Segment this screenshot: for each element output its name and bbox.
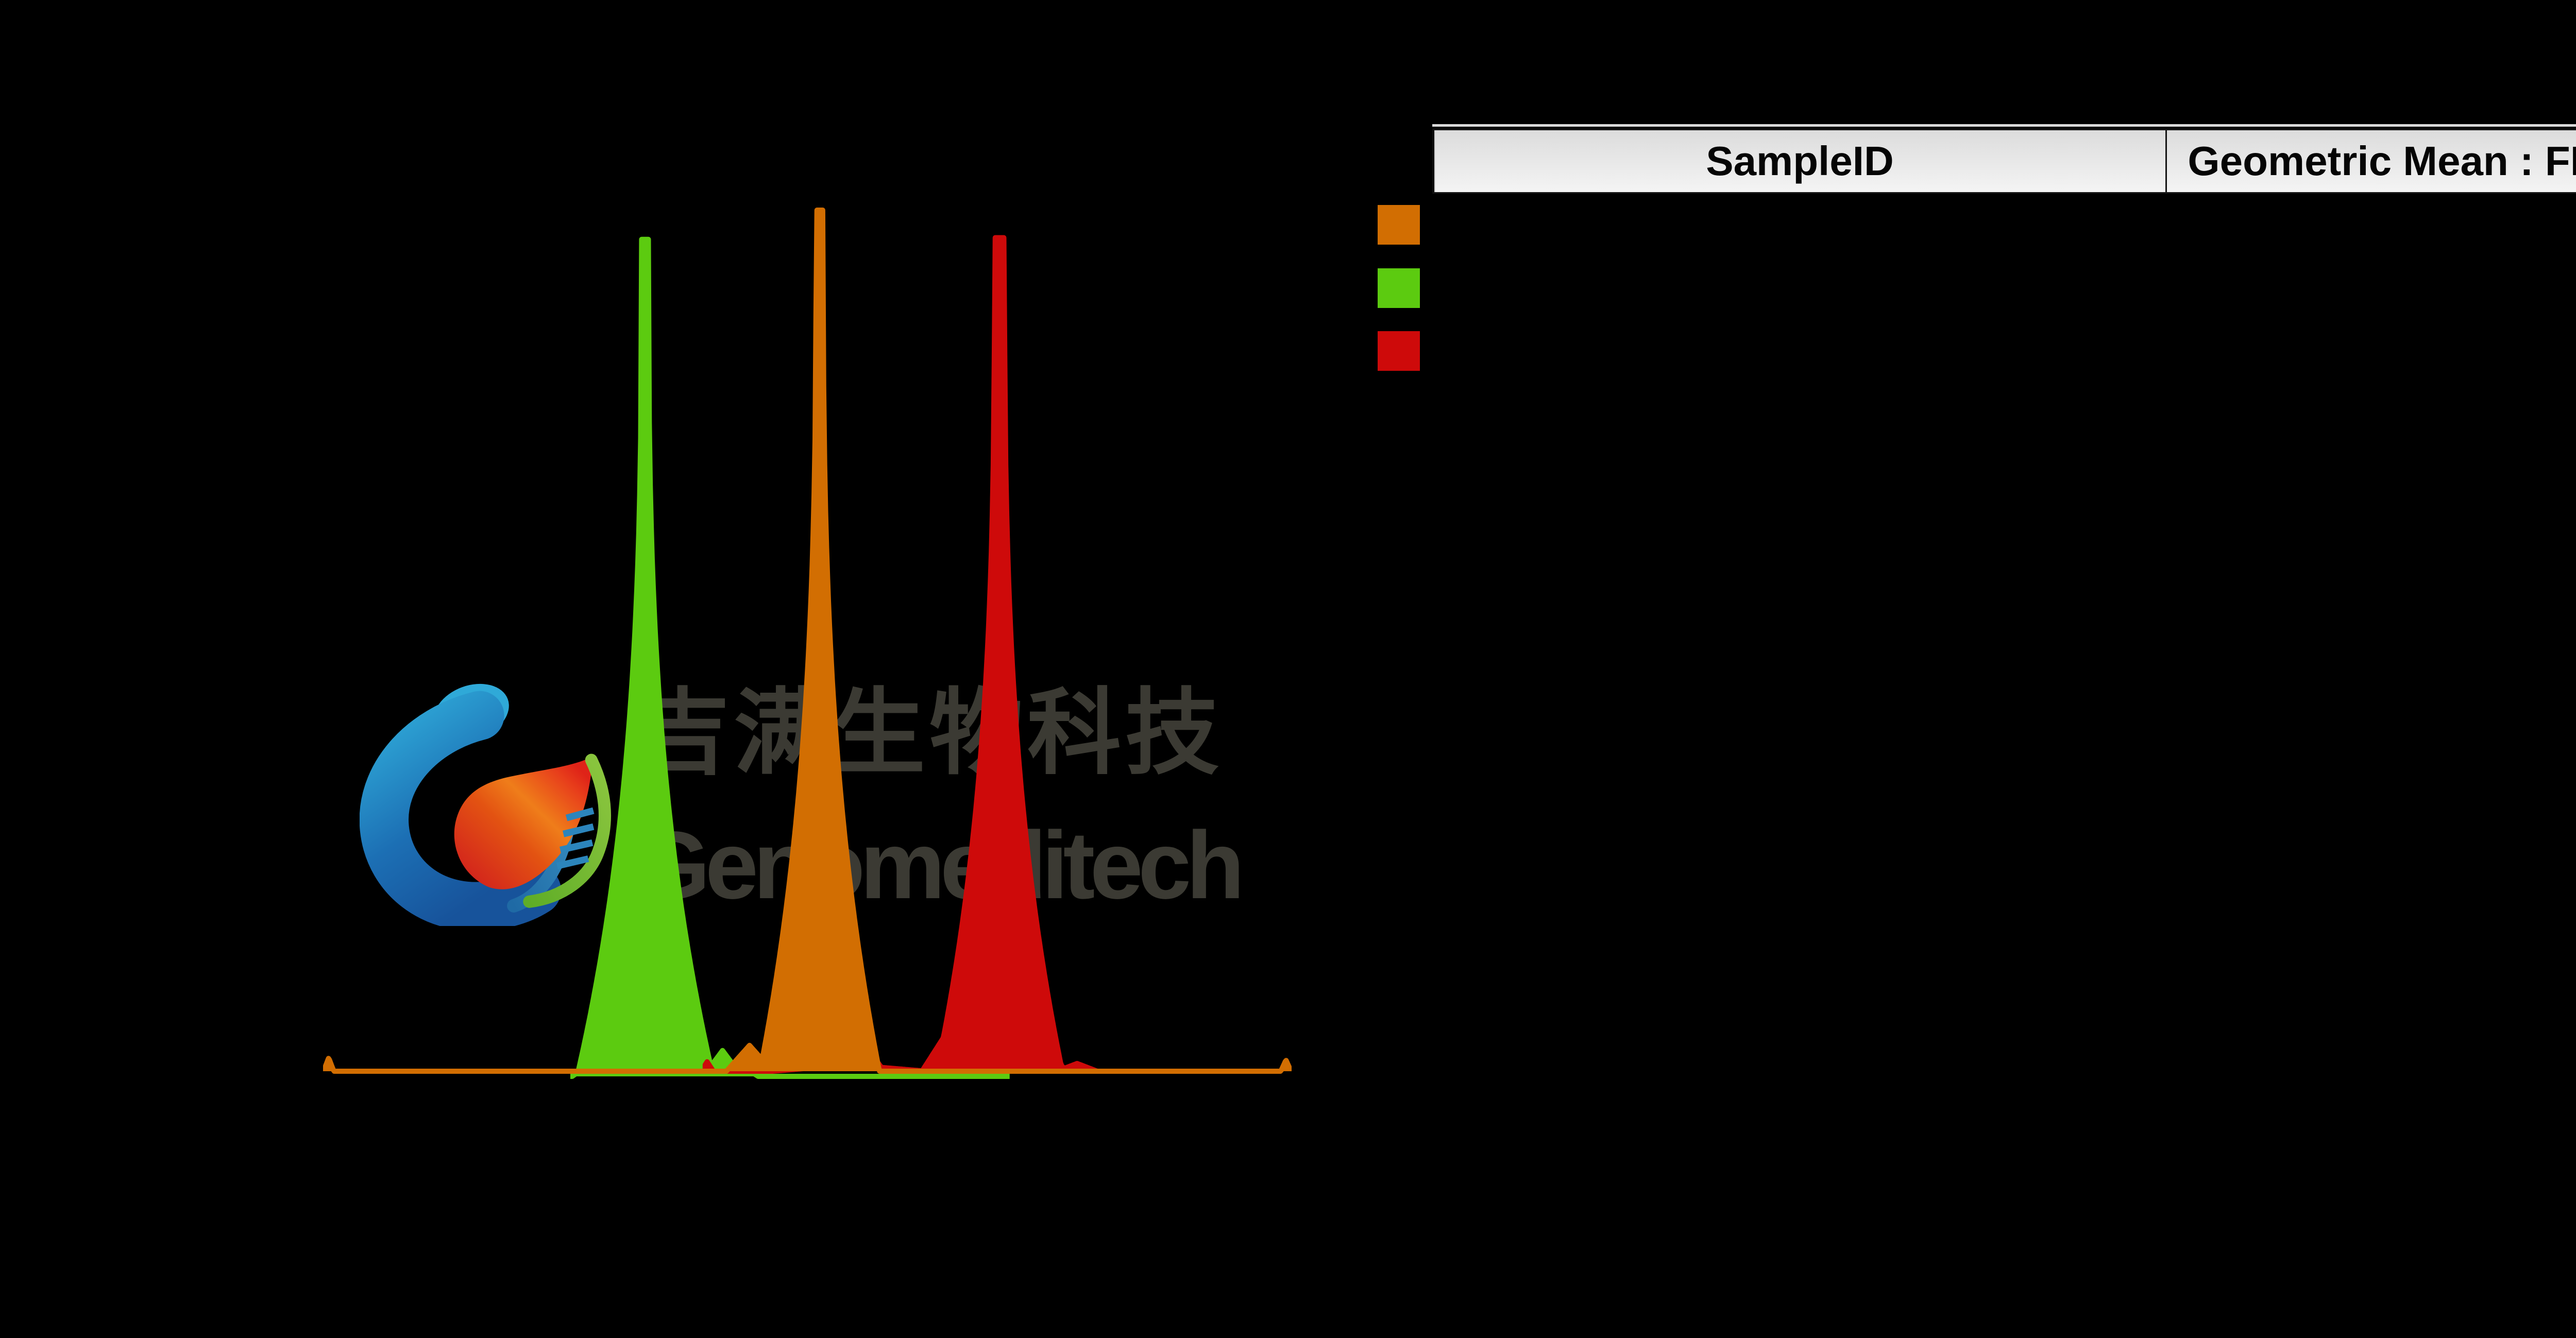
stats-table-header-row: SampleID Geometric Mean : FL11-H xyxy=(1432,129,2576,194)
watermark-company-name-cn: 吉满生物科技 xyxy=(636,680,1223,785)
logo-flame xyxy=(454,756,594,889)
logo-dna-strand-green xyxy=(523,753,611,908)
legend-swatch-orange xyxy=(1378,205,1420,245)
watermark-company-name-en: Genomeditech xyxy=(636,812,1245,919)
orange-histogram-series xyxy=(323,208,1292,1074)
legend-swatch-red xyxy=(1378,331,1420,371)
header-cell-geometric-mean: Geometric Mean : FL11-H xyxy=(2167,129,2576,194)
stats-table: SampleID Geometric Mean : FL11-H xyxy=(1432,124,2576,194)
green-histogram-series xyxy=(568,236,1011,1079)
logo-dna-rungs xyxy=(556,807,595,869)
company-logo-icon xyxy=(360,683,611,926)
header-cell-sampleid: SampleID xyxy=(1432,129,2167,194)
legend-swatch-green xyxy=(1378,268,1420,308)
red-histogram-series xyxy=(702,235,1117,1074)
logo-blue-crescent xyxy=(360,691,562,926)
table-top-border xyxy=(1432,124,2576,127)
